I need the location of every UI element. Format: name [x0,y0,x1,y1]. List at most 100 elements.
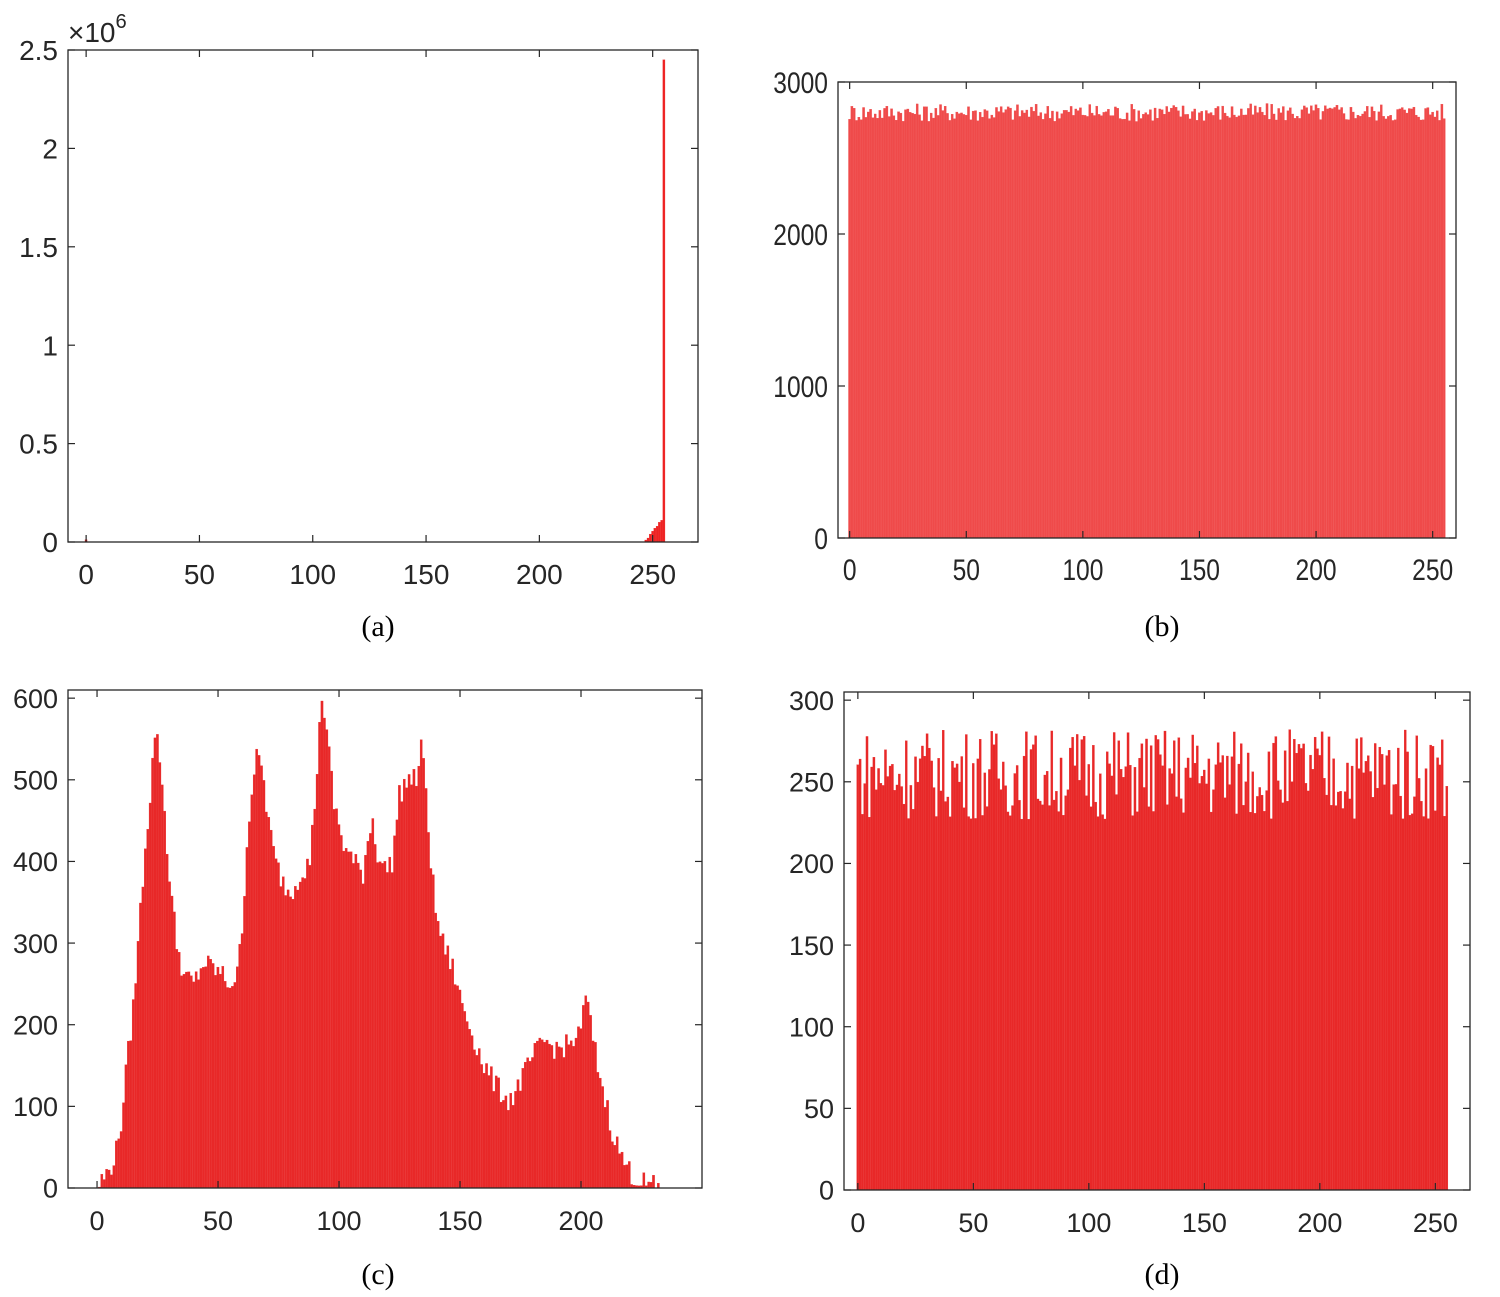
bar [1139,118,1143,539]
bar [289,896,292,1189]
bar [1443,118,1446,539]
bar [458,989,462,1189]
bar [1378,746,1382,1191]
bar [618,1153,621,1189]
bar [871,117,875,539]
bar [932,787,936,1191]
bar [1016,104,1019,539]
bar [1270,104,1273,539]
bar [1107,109,1110,539]
bar [461,1003,464,1189]
bar [599,1077,602,1189]
bar [1258,107,1262,539]
bar [865,736,869,1191]
bar [1380,104,1383,539]
bar [1429,744,1432,1191]
bar [507,1110,510,1189]
bar [653,528,657,543]
bar [1158,108,1161,539]
bar [1097,114,1101,539]
bar [1408,815,1412,1191]
bar [1288,729,1291,1191]
bar [1279,112,1283,539]
bar [202,967,205,1189]
bar [453,984,457,1189]
bar [1440,739,1444,1191]
bar [1103,818,1107,1191]
y-tick-label: 100 [13,1092,58,1122]
bar [105,1169,108,1189]
bar [1311,769,1315,1191]
bar [1145,738,1148,1191]
bar [655,526,659,543]
bar [1160,109,1164,539]
y-tick-label: 3000 [773,65,828,99]
bar [248,821,251,1189]
bar [1295,752,1298,1191]
bar [972,763,975,1191]
bar [978,112,982,539]
bar [131,999,135,1189]
bar [340,835,343,1189]
bar [1253,813,1257,1191]
bar [1304,783,1308,1191]
bar [1086,116,1089,539]
x-tick-label: 150 [403,559,450,590]
bar [936,115,940,539]
bar [528,1061,532,1189]
bar [327,746,331,1189]
bar [565,1034,568,1189]
bar [417,765,421,1189]
bar [1343,791,1347,1191]
bar [257,755,261,1189]
bar [553,1058,556,1189]
bar [1013,110,1017,539]
bars-a [84,59,666,543]
bar [141,886,145,1189]
bar [419,739,423,1189]
bar [1342,113,1346,539]
bar [1074,108,1078,539]
bar [303,878,307,1189]
bar [1048,118,1052,539]
bar [1375,120,1378,539]
bar [874,113,877,539]
bar [335,808,338,1189]
bar [1298,118,1301,539]
bar [1167,111,1171,539]
bar [939,790,943,1191]
bar [1242,805,1245,1191]
bar [1256,112,1259,539]
bar [1258,787,1261,1191]
x-tick-label: 100 [1062,553,1103,587]
bar [1235,813,1238,1191]
bar [1034,735,1037,1191]
bar [1392,784,1395,1191]
axes-box [843,691,1471,1191]
bar [1296,116,1299,539]
bar [1198,112,1201,539]
bar [1059,757,1063,1191]
bar [1025,731,1028,1191]
bar [1004,109,1008,539]
caption-b: (b) [1144,610,1180,643]
bar [1431,746,1435,1191]
bar [586,1001,590,1189]
bar [1335,105,1339,539]
bar [354,854,358,1189]
bar [1415,114,1418,539]
bar [937,758,940,1191]
bar [1216,106,1220,539]
bar [1124,766,1127,1191]
bar [1313,736,1317,1191]
bar [1048,805,1051,1191]
bar [1138,757,1141,1191]
bar [985,806,989,1191]
bar [584,995,588,1189]
bar [1191,734,1194,1191]
bar [1025,109,1029,539]
bar [1193,762,1197,1191]
bar [1254,105,1257,539]
bar [315,774,319,1189]
bar [1263,115,1266,539]
